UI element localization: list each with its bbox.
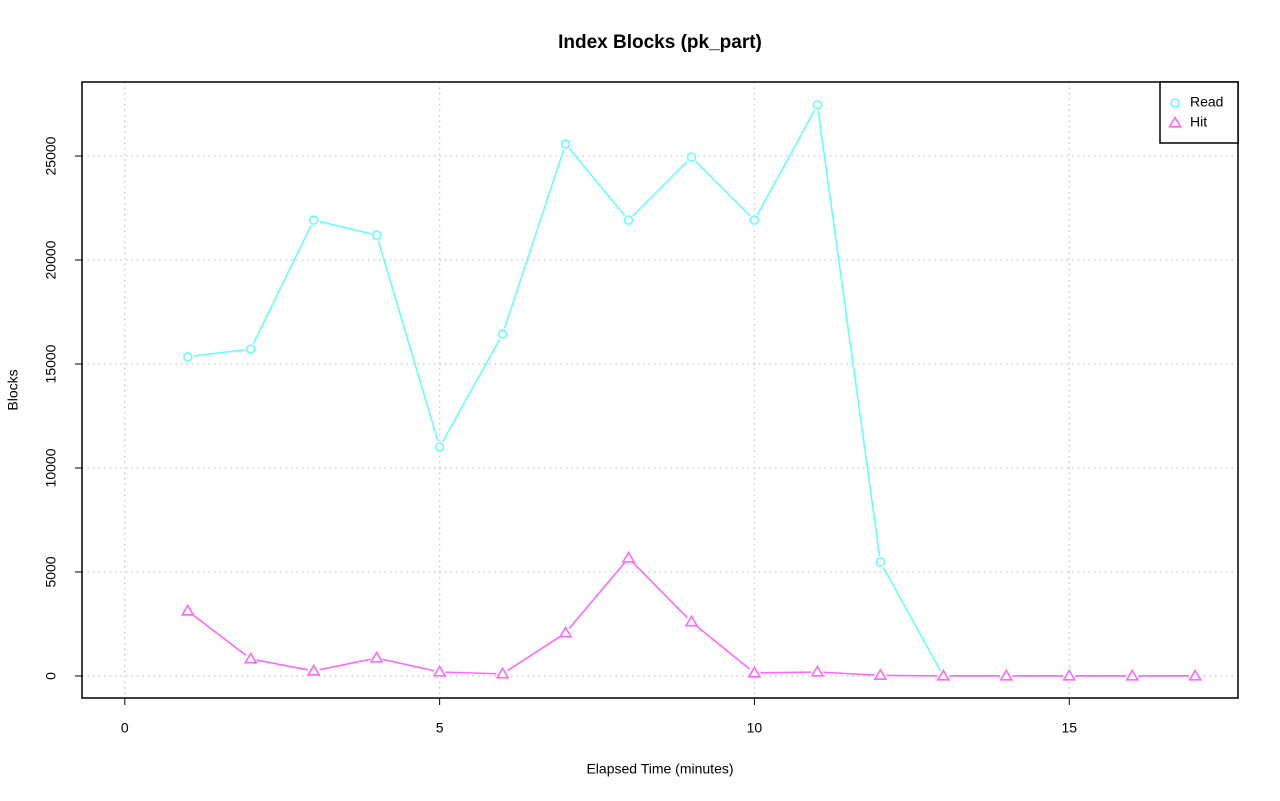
- point-gap: [685, 615, 698, 628]
- point-gap: [937, 669, 950, 682]
- point: [810, 664, 825, 677]
- point-gap: [1126, 669, 1139, 682]
- point: [1188, 668, 1203, 681]
- y-tick-label: 0: [43, 672, 59, 680]
- point-gap: [1063, 669, 1076, 682]
- chart-title: Index Blocks (pk_part): [558, 32, 762, 53]
- point: [1125, 668, 1140, 681]
- point-gap: [1189, 669, 1202, 682]
- legend-marker: [1168, 115, 1182, 128]
- point-gap: [433, 666, 446, 679]
- point: [432, 664, 447, 677]
- y-tick-label: 10000: [43, 448, 59, 487]
- point-gap: [559, 626, 572, 639]
- point: [747, 665, 762, 678]
- point: [684, 614, 699, 627]
- y-tick-label: 20000: [43, 240, 59, 279]
- point: [243, 651, 258, 664]
- point-gap: [307, 664, 320, 677]
- point: [495, 666, 510, 679]
- point: [560, 139, 571, 149]
- point-gap: [370, 651, 383, 664]
- point: [558, 625, 573, 638]
- x-tick-label: 0: [121, 720, 129, 736]
- y-tick-label: 5000: [43, 556, 59, 587]
- point: [875, 557, 886, 567]
- x-tick-label: 10: [747, 720, 763, 736]
- point: [812, 100, 823, 110]
- legend-label: Hit: [1190, 114, 1207, 130]
- point: [497, 329, 508, 339]
- point-gap: [811, 666, 824, 679]
- y-axis-label: Blocks: [5, 369, 21, 410]
- x-axis-label: Elapsed Time (minutes): [586, 761, 733, 777]
- point: [245, 344, 256, 354]
- point-gap: [748, 666, 761, 679]
- y-tick-label: 15000: [43, 344, 59, 383]
- point: [369, 650, 384, 663]
- legend-marker: [1170, 98, 1180, 108]
- point: [434, 442, 445, 452]
- point: [308, 215, 319, 225]
- plot-area: [180, 99, 1203, 682]
- point: [621, 550, 636, 563]
- legend-label: Read: [1190, 94, 1223, 110]
- x-tick-label: 5: [436, 720, 444, 736]
- point: [686, 152, 697, 162]
- axes: 0 5 10 15 0 5000 10000 15000 20000 25000: [43, 136, 1078, 735]
- point-gap: [496, 667, 509, 680]
- point: [1062, 668, 1077, 681]
- legend-box: [1159, 81, 1239, 144]
- point: [182, 351, 193, 362]
- plot-frame: [81, 81, 1239, 699]
- point: [306, 663, 321, 676]
- point: [623, 215, 634, 225]
- x-tick-label: 15: [1061, 720, 1077, 736]
- point: [936, 668, 951, 681]
- point-gap: [244, 652, 257, 665]
- point-gap: [622, 552, 635, 565]
- point-gap: [874, 669, 887, 682]
- point: [749, 215, 760, 225]
- legend: Read Hit: [1159, 81, 1239, 144]
- point-gap: [1000, 669, 1013, 682]
- point: [371, 230, 382, 240]
- y-tick-label: 25000: [43, 136, 59, 175]
- point: [999, 668, 1014, 681]
- point: [873, 668, 888, 680]
- point-gap: [181, 604, 194, 617]
- point: [180, 603, 195, 616]
